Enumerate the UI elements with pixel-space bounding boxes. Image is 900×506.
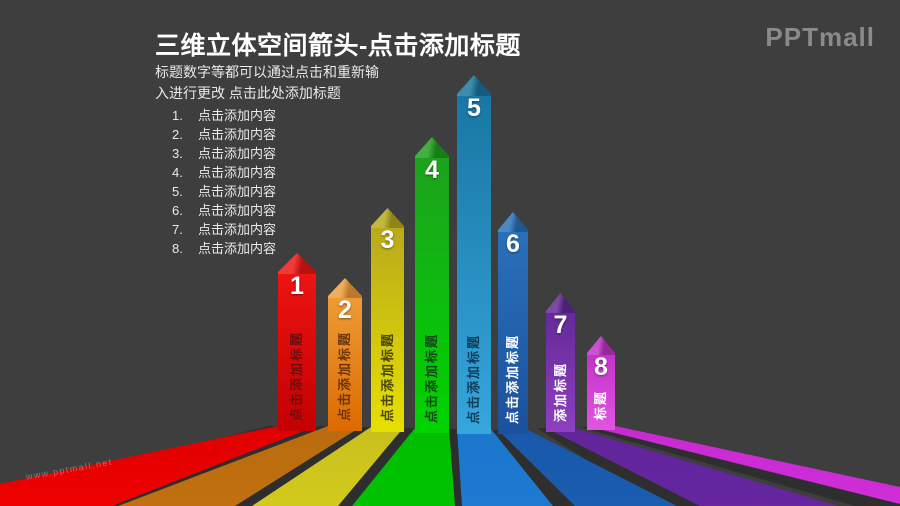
pptmall-logo: PPTmall bbox=[765, 22, 875, 52]
arrow-bar-7[interactable]: 7 添加标题 bbox=[546, 293, 575, 432]
arrow-bar-1[interactable]: 1 点击添加标题 bbox=[278, 253, 316, 431]
content-list-item-text: 点击添加内容 bbox=[198, 108, 277, 123]
arrow-number-5[interactable]: 5 bbox=[467, 94, 481, 122]
arrow-tip-shade-7 bbox=[546, 293, 575, 313]
arrow-bar-2[interactable]: 2 点击添加标题 bbox=[328, 278, 362, 431]
arrow-tip-shade-2 bbox=[328, 278, 362, 298]
arrow-label-3[interactable]: 点击添加标题 bbox=[379, 331, 395, 422]
content-list-item-number: 3. bbox=[172, 146, 183, 161]
content-list-item-number: 2. bbox=[172, 127, 183, 142]
arrow-number-7[interactable]: 7 bbox=[553, 311, 568, 339]
slide-title[interactable]: 三维立体空间箭头-点击添加标题 bbox=[155, 32, 521, 60]
arrow-number-8[interactable]: 8 bbox=[594, 353, 608, 381]
arrow-number-1[interactable]: 1 bbox=[290, 272, 304, 300]
content-list-item-3[interactable]: 3. 点击添加内容 bbox=[172, 144, 276, 163]
arrow-label-5[interactable]: 点击添加标题 bbox=[466, 333, 481, 424]
arrow-label-8[interactable]: 标题 bbox=[593, 389, 608, 420]
content-list-item-text: 点击添加内容 bbox=[198, 222, 277, 237]
arrow-tip-shade-1 bbox=[278, 253, 316, 274]
content-list-item-number: 1. bbox=[172, 108, 183, 123]
arrow-tip-shade-6 bbox=[498, 212, 528, 232]
arrow-label-7[interactable]: 添加标题 bbox=[552, 361, 568, 422]
content-list-item-number: 8. bbox=[172, 241, 183, 256]
content-list-item-1[interactable]: 1. 点击添加内容 bbox=[172, 106, 276, 125]
arrow-label-2[interactable]: 点击添加标题 bbox=[337, 330, 352, 421]
content-list-item-number: 4. bbox=[172, 165, 183, 180]
content-list-item-text: 点击添加内容 bbox=[198, 184, 277, 199]
content-list: 1. 点击添加内容 2. 点击添加内容 3. 点击添加内容 4. 点击添加内容 5. 点击添加内容… bbox=[172, 106, 276, 258]
content-list-item-text: 点击添加内容 bbox=[198, 146, 277, 161]
subtitle-line-1: 标题数字等都可以通过点击和重新输 bbox=[155, 64, 379, 80]
arrow-bar-8[interactable]: 8 标题 bbox=[587, 336, 615, 430]
arrow-bar-5[interactable]: 5 点击添加标题 bbox=[457, 75, 491, 434]
content-list-item-2[interactable]: 2. 点击添加内容 bbox=[172, 125, 276, 144]
arrow-tip-shade-5 bbox=[457, 75, 491, 96]
content-list-item-6[interactable]: 6. 点击添加内容 bbox=[172, 201, 276, 220]
arrow-bar-4[interactable]: 4 点击添加标题 bbox=[415, 137, 449, 433]
content-list-item-8[interactable]: 8. 点击添加内容 bbox=[172, 239, 276, 258]
content-list-item-text: 点击添加内容 bbox=[198, 203, 277, 218]
slide-subtitle[interactable]: 标题数字等都可以通过点击和重新输 入进行更改 点击此处添加标题 bbox=[155, 62, 405, 104]
arrow-label-4[interactable]: 点击添加标题 bbox=[424, 332, 439, 423]
content-list-item-number: 6. bbox=[172, 203, 183, 218]
arrow-tip-shade-3 bbox=[371, 208, 404, 228]
content-list-item-text: 点击添加内容 bbox=[198, 241, 277, 256]
content-list-item-7[interactable]: 7. 点击添加内容 bbox=[172, 220, 276, 239]
arrow-bar-3[interactable]: 3 点击添加标题 bbox=[371, 208, 404, 432]
arrow-bar-6[interactable]: 6 点击添加标题 bbox=[498, 212, 528, 434]
content-list-item-number: 5. bbox=[172, 184, 183, 199]
arrow-label-1[interactable]: 点击添加标题 bbox=[289, 330, 304, 421]
arrow-number-2[interactable]: 2 bbox=[338, 296, 352, 324]
arrow-number-4[interactable]: 4 bbox=[425, 156, 439, 184]
arrow-number-6[interactable]: 6 bbox=[506, 230, 520, 258]
content-list-item-text: 点击添加内容 bbox=[198, 127, 277, 142]
subtitle-line-2: 入进行更改 点击此处添加标题 bbox=[155, 85, 341, 101]
arrow-tip-shade-4 bbox=[415, 137, 449, 158]
content-list-item-4[interactable]: 4. 点击添加内容 bbox=[172, 163, 276, 182]
arrow-number-3[interactable]: 3 bbox=[380, 226, 395, 254]
content-list-item-5[interactable]: 5. 点击添加内容 bbox=[172, 182, 276, 201]
content-list-item-text: 点击添加内容 bbox=[198, 165, 277, 180]
arrow-label-6[interactable]: 点击添加标题 bbox=[505, 333, 520, 424]
content-list-item-number: 7. bbox=[172, 222, 183, 237]
